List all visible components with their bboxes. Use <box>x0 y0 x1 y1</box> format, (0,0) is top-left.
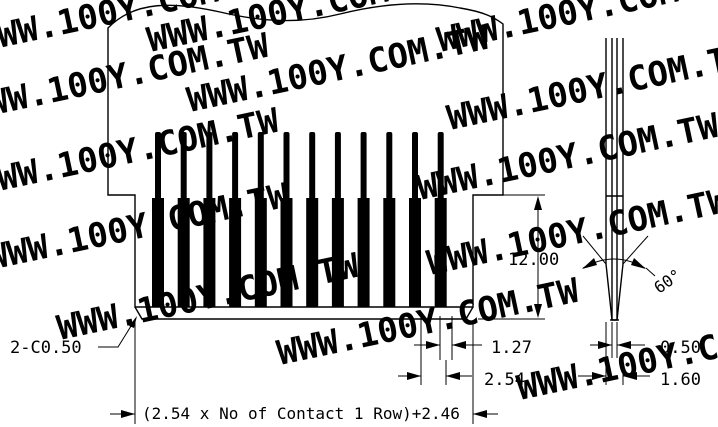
overall-width-label: (2.54 x No of Contact 1 Row)+2.46 <box>142 404 460 423</box>
pitch-label: 2.54 <box>484 370 525 390</box>
board-bottom-edge <box>134 306 474 320</box>
tip-width-label: 0.50 <box>660 338 701 358</box>
thickness-dimension: 1.60 <box>578 322 701 390</box>
watermark-text: WWW.100Y.COM.TW <box>0 176 293 279</box>
contact-finger <box>254 132 267 307</box>
overall-width-dimension: (2.54 x No of Contact 1 Row)+2.46 <box>110 322 498 424</box>
chamfer-callout: 2-C0.50 <box>10 316 137 358</box>
contact-finger <box>434 132 447 307</box>
contact-width-dimension: 1.27 <box>414 316 532 360</box>
contact-finger <box>306 132 319 307</box>
height-label: 12.00 <box>508 250 559 270</box>
contact-finger <box>280 132 293 307</box>
contact-width-label: 1.27 <box>491 338 532 358</box>
thickness-label: 1.60 <box>660 370 701 390</box>
angle-label: 60° <box>650 265 685 297</box>
board-outline <box>107 3 504 308</box>
contact-finger <box>409 132 421 307</box>
front-view <box>107 3 504 320</box>
pitch-dimension: 2.54 <box>398 316 525 390</box>
contact-finger <box>177 132 190 307</box>
contact-finger <box>229 132 242 307</box>
contact-fingers <box>152 132 447 307</box>
contact-finger <box>383 132 396 307</box>
side-view <box>605 38 624 321</box>
tip-width-dimension: 0.50 <box>590 322 701 358</box>
contact-finger <box>203 132 216 307</box>
chamfer-label: 2-C0.50 <box>10 338 82 358</box>
contact-finger <box>357 132 370 307</box>
contact-finger <box>331 132 344 307</box>
contact-finger <box>152 132 164 307</box>
height-dimension: 12.00 <box>478 194 559 320</box>
